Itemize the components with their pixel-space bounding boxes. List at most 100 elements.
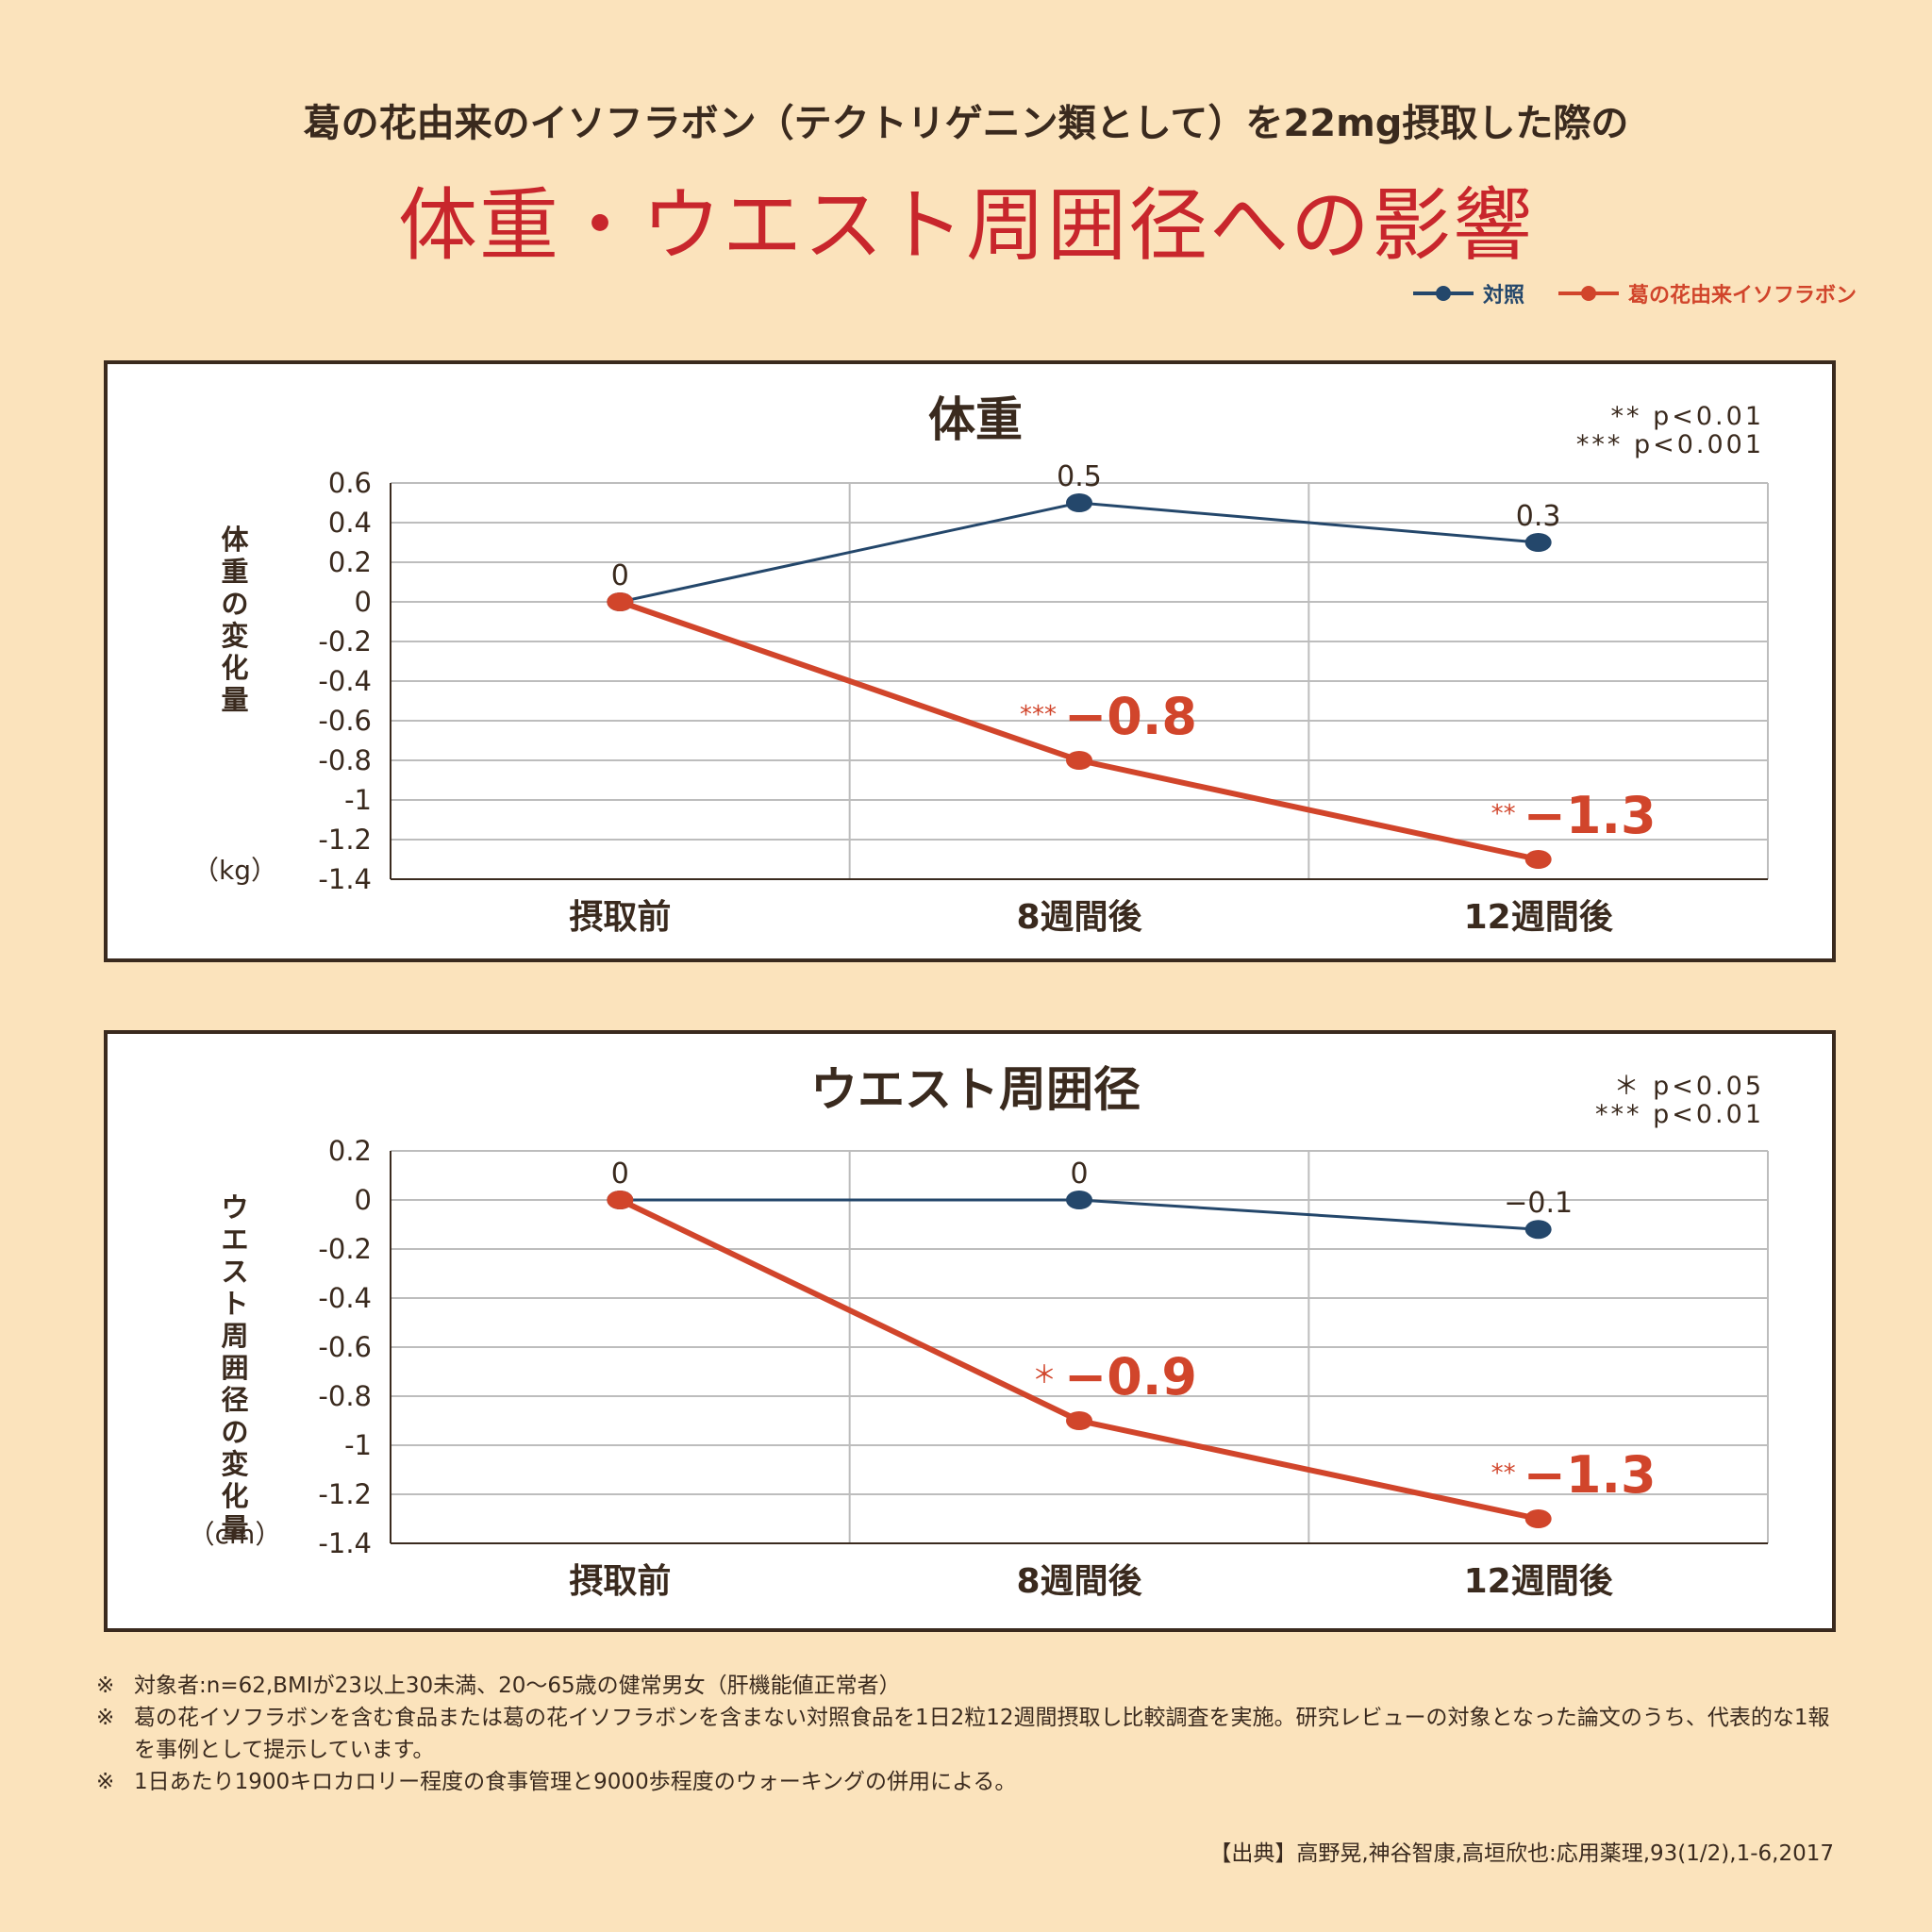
data-point-isoflavone — [1066, 751, 1092, 770]
y-axis-title-char: 変 — [221, 1448, 248, 1480]
y-tick-label: -0.2 — [318, 1233, 372, 1265]
y-tick-label: 0 — [355, 1184, 372, 1216]
footnote: ※ 対象者:n=62,BMIが23以上30未満、20〜65歳の健常男女（肝機能値… — [96, 1670, 1851, 1702]
y-axis-title-char: ウ — [221, 1191, 248, 1224]
y-tick-label: -1.4 — [318, 1527, 372, 1559]
data-label-isoflavone: −1.3 — [1524, 1445, 1657, 1505]
y-tick-label: -0.6 — [318, 1331, 372, 1363]
legend-item-isoflavone: 葛の花由来イソフラボン — [1557, 278, 1857, 308]
footnote-mark: ※ — [96, 1706, 115, 1730]
legend-label-control: 対照 — [1482, 284, 1524, 308]
data-point-isoflavone — [1066, 1411, 1092, 1430]
y-tick-label: -1 — [344, 1429, 372, 1461]
y-tick-label: -0.4 — [318, 665, 372, 697]
y-axis-title-char: 径 — [221, 1384, 248, 1416]
y-tick-label: 0.2 — [328, 1135, 372, 1167]
y-axis-title-char: ス — [221, 1256, 248, 1288]
data-label-isoflavone: −0.8 — [1064, 687, 1197, 746]
x-tick-label: 摂取前 — [569, 1562, 671, 1601]
significance-marker: ＊ — [1032, 1361, 1057, 1390]
y-tick-label: -0.8 — [318, 1380, 372, 1412]
data-point-control — [1524, 1220, 1552, 1240]
x-tick-label: 8週間後 — [1016, 1562, 1142, 1601]
y-axis-title-char: 重 — [221, 556, 248, 588]
y-axis-title-char: 量 — [221, 1512, 248, 1544]
footnote-mark: ※ — [96, 1770, 115, 1794]
main-title: 体重・ウエスト周囲径への影響 — [397, 179, 1534, 272]
footnote-text: 対象者:n=62,BMIが23以上30未満、20〜65歳の健常男女（肝機能値正常… — [134, 1674, 901, 1698]
data-label-isoflavone: −0.9 — [1064, 1347, 1197, 1407]
y-axis-title-char: 化 — [221, 1480, 248, 1512]
y-tick-label: -1.2 — [318, 1478, 372, 1510]
legend-line-isoflavone — [1557, 286, 1619, 301]
y-axis-title-char: 囲 — [221, 1352, 248, 1384]
significance-marker: *** — [1020, 701, 1057, 729]
data-label-control: 0.5 — [1057, 460, 1102, 493]
data-label-control: 0.3 — [1516, 500, 1561, 533]
waist-chart-panel: ウエスト周囲径 ＊ p<0.05 *** p<0.01 0.2 0 -0.2 -0.4 -0.… — [104, 1030, 1836, 1632]
significance-marker: ** — [1491, 1459, 1516, 1488]
y-axis-title-char: の — [221, 1416, 248, 1448]
data-point-isoflavone — [1524, 850, 1552, 869]
x-tick-label: 8週間後 — [1016, 898, 1142, 937]
footnote: ※ 葛の花イソフラボンを含む食品または葛の花イソフラボンを含まない対照食品を1日… — [96, 1702, 1851, 1766]
y-tick-label: -0.4 — [318, 1282, 372, 1314]
footnote: ※ 1日あたり1900キロカロリー程度の食事管理と9000歩程度のウォーキングの… — [96, 1766, 1851, 1798]
chart-title: ウエスト周囲径 — [810, 1062, 1141, 1117]
x-tick-label: 12週間後 — [1464, 898, 1614, 937]
significance-marker: ** — [1491, 800, 1516, 828]
x-tick-label: 12週間後 — [1464, 1562, 1614, 1601]
footnotes: ※ 対象者:n=62,BMIが23以上30未満、20〜65歳の健常男女（肝機能値… — [96, 1670, 1851, 1798]
y-axis-title-char: 変 — [221, 620, 248, 652]
data-point-isoflavone — [1524, 1509, 1552, 1528]
data-label-isoflavone: −1.3 — [1524, 786, 1657, 845]
y-tick-label: 0.6 — [328, 467, 372, 499]
y-axis-title-char: エ — [221, 1224, 248, 1256]
source-citation: 【出典】高野晃,神谷智康,高垣欣也:応用薬理,93(1/2),1-6,2017 — [1209, 1841, 1834, 1866]
y-axis-unit: （cm） — [189, 1519, 282, 1550]
y-tick-label: -0.2 — [318, 625, 372, 658]
chart-svg: 体重 ** p<0.01*** p<0.001 0.6 0.4 0.2 0 -0.2 -0.4… — [192, 392, 1769, 937]
subtitle: 葛の花由来のイソフラボン（テクトリゲニン類として）を22mg摂取した際の — [303, 102, 1629, 145]
data-point-control — [1066, 1191, 1092, 1209]
data-point-control — [1066, 493, 1092, 512]
significance-note: ＊ p<0.05 — [1614, 1072, 1764, 1101]
y-tick-label: -0.8 — [318, 744, 372, 776]
significance-note: ** p<0.01 — [1611, 402, 1764, 431]
y-tick-label: -1 — [344, 784, 372, 816]
y-tick-label: 0.4 — [328, 507, 372, 539]
chart-title: 体重 — [928, 392, 1023, 447]
y-axis-unit: （kg） — [192, 855, 277, 886]
x-tick-label: 摂取前 — [569, 898, 671, 937]
y-axis-title-char: の — [221, 588, 248, 620]
y-tick-label: 0 — [355, 586, 372, 618]
legend-label-isoflavone: 葛の花由来イソフラボン — [1627, 284, 1857, 308]
data-point-isoflavone — [607, 1191, 634, 1209]
y-axis-title-char: 周 — [221, 1320, 248, 1352]
y-axis-title-char: ト — [221, 1288, 248, 1320]
chart-svg: ウエスト周囲径 ＊ p<0.05*** p<0.01 0.2 0 -0.2 -0.4 -0.… — [189, 1062, 1769, 1601]
significance-note: *** p<0.001 — [1576, 430, 1764, 459]
data-point-control — [1524, 533, 1552, 552]
legend: 対照 葛の花由来イソフラボン — [1412, 278, 1857, 308]
data-point-isoflavone — [607, 592, 634, 611]
footnote-mark: ※ — [96, 1674, 115, 1698]
data-label: 0 — [611, 1158, 629, 1191]
y-axis-title-char: 体 — [221, 524, 249, 556]
y-tick-label: 0.2 — [328, 546, 372, 578]
significance-note: *** p<0.01 — [1595, 1100, 1764, 1129]
y-tick-label: -0.6 — [318, 705, 372, 737]
data-label-control: −0.1 — [1504, 1187, 1573, 1220]
footnote-text: 葛の花イソフラボンを含む食品または葛の花イソフラボンを含まない対照食品を1日2粒… — [134, 1706, 1830, 1762]
y-tick-label: -1.2 — [318, 824, 372, 856]
legend-line-control — [1412, 286, 1474, 301]
weight-chart-panel: 体重 ** p<0.01 *** p<0.001 0.6 0.4 0.2 0 -0.2 -0.4… — [104, 360, 1836, 962]
data-label-control: 0 — [1070, 1158, 1088, 1191]
footnote-text: 1日あたり1900キロカロリー程度の食事管理と9000歩程度のウォーキングの併用… — [134, 1770, 1017, 1794]
y-axis-title-char: 化 — [221, 652, 248, 684]
y-axis-title-char: 量 — [221, 684, 248, 716]
legend-item-control: 対照 — [1412, 278, 1524, 308]
y-tick-label: -1.4 — [318, 863, 372, 895]
